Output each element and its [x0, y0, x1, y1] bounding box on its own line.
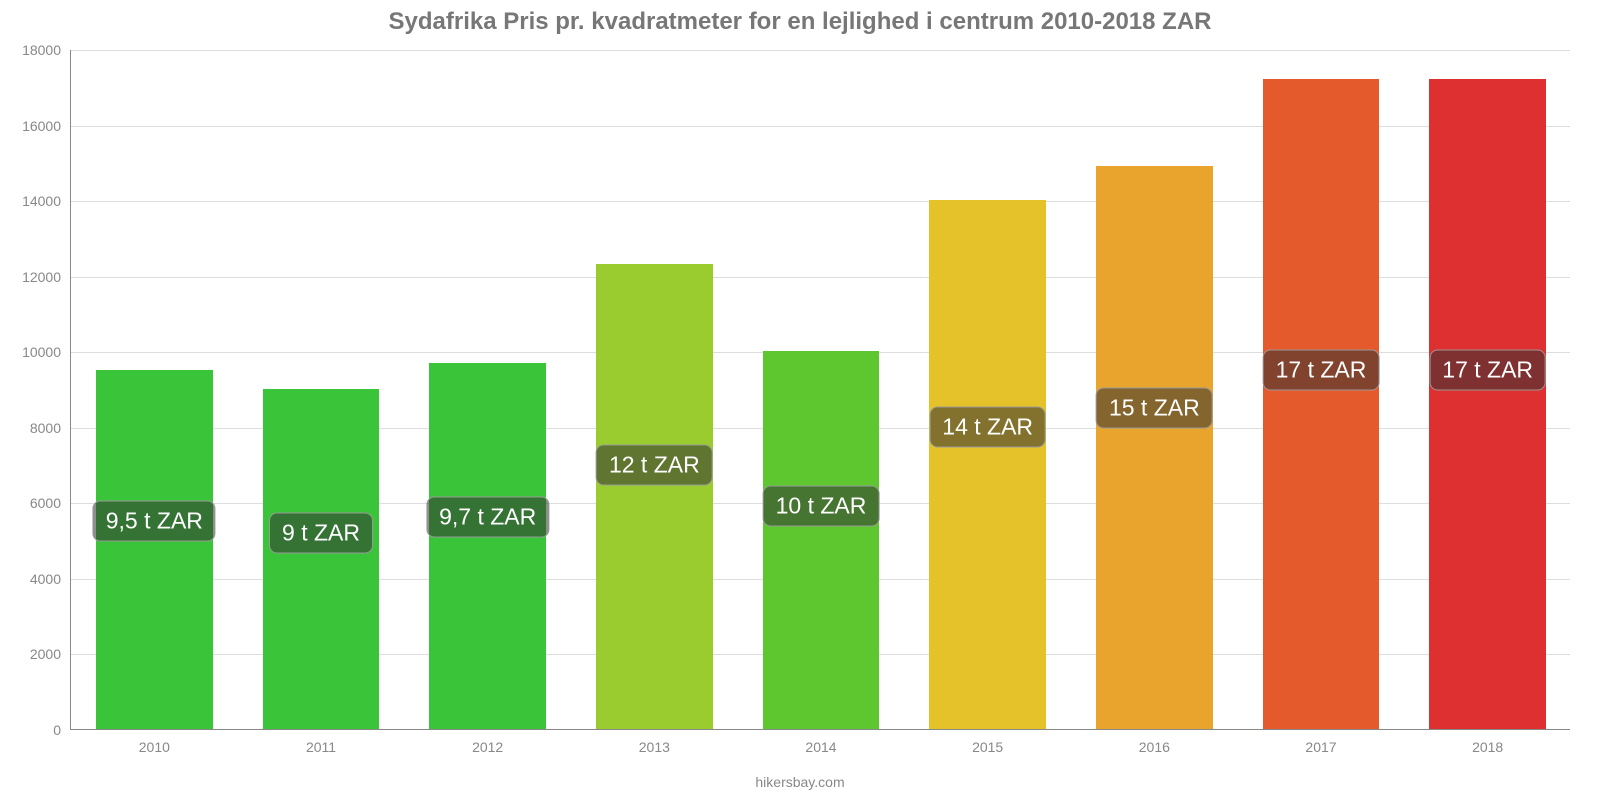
bar-value-label: 9 t ZAR: [269, 512, 373, 553]
bar: [1263, 79, 1380, 729]
y-tick-label: 8000: [30, 420, 71, 436]
chart-container: Sydafrika Pris pr. kvadratmeter for en l…: [0, 0, 1600, 800]
y-tick-label: 16000: [22, 118, 71, 134]
bar: [429, 363, 546, 729]
y-tick-label: 0: [53, 722, 71, 738]
bar: [1096, 166, 1213, 729]
bar: [929, 200, 1046, 729]
x-tick-label: 2013: [639, 729, 670, 755]
y-tick-label: 12000: [22, 269, 71, 285]
x-tick-label: 2018: [1472, 729, 1503, 755]
bar-value-label: 17 t ZAR: [1429, 350, 1546, 391]
bar-value-label: 9,7 t ZAR: [426, 497, 549, 538]
bar-value-label: 12 t ZAR: [596, 444, 713, 485]
gridline: [71, 50, 1570, 51]
y-tick-label: 2000: [30, 646, 71, 662]
chart-footer: hikersbay.com: [755, 774, 844, 790]
x-tick-label: 2012: [472, 729, 503, 755]
x-tick-label: 2014: [805, 729, 836, 755]
bar: [763, 351, 880, 729]
bar: [596, 264, 713, 729]
bar-value-label: 15 t ZAR: [1096, 387, 1213, 428]
bar-value-label: 17 t ZAR: [1263, 350, 1380, 391]
x-tick-label: 2011: [306, 729, 336, 755]
y-tick-label: 4000: [30, 571, 71, 587]
plot-area: 0200040006000800010000120001400016000180…: [70, 50, 1570, 730]
x-tick-label: 2016: [1139, 729, 1170, 755]
x-tick-label: 2010: [139, 729, 170, 755]
chart-title: Sydafrika Pris pr. kvadratmeter for en l…: [0, 0, 1600, 36]
bar: [96, 370, 213, 729]
bar-value-label: 9,5 t ZAR: [93, 501, 216, 542]
bar: [263, 389, 380, 729]
x-tick-label: 2017: [1305, 729, 1336, 755]
x-tick-label: 2015: [972, 729, 1003, 755]
y-tick-label: 14000: [22, 193, 71, 209]
bar-value-label: 10 t ZAR: [763, 486, 880, 527]
y-tick-label: 6000: [30, 495, 71, 511]
y-tick-label: 10000: [22, 344, 71, 360]
bar: [1429, 79, 1546, 729]
y-tick-label: 18000: [22, 42, 71, 58]
bar-value-label: 14 t ZAR: [929, 406, 1046, 447]
